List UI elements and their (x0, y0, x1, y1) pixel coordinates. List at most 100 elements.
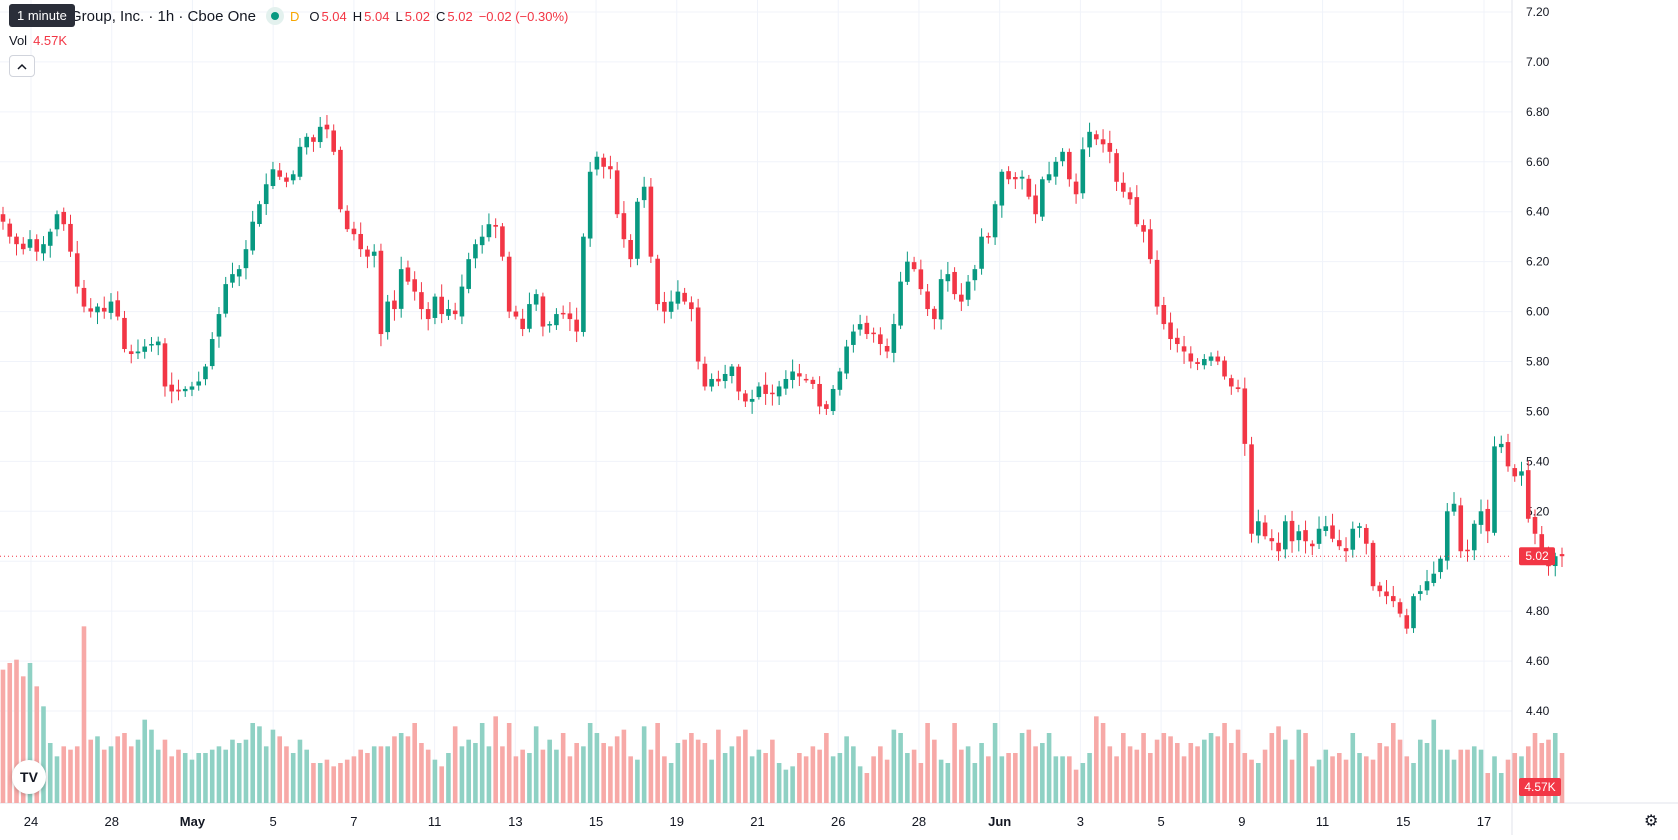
volume-bar (1073, 769, 1079, 803)
candle-body (668, 301, 674, 312)
volume-bar (47, 743, 53, 803)
candle-body (1134, 197, 1140, 225)
candle-body (1424, 581, 1430, 591)
volume-bar (682, 739, 687, 803)
volume-bar (1154, 739, 1160, 803)
candle-body (1161, 305, 1167, 325)
volume-bar (439, 766, 444, 803)
volume-bar (392, 736, 397, 803)
time-axis-label: 26 (831, 814, 845, 829)
candle-body (344, 210, 350, 230)
volume-bar (635, 759, 640, 803)
volume-label[interactable]: Vol (9, 33, 28, 48)
volume-bar (1235, 729, 1241, 803)
volume-bar (803, 756, 809, 803)
candle-body (1046, 174, 1052, 181)
volume-bar (311, 763, 316, 803)
settings-gear-icon[interactable]: ⚙ (1644, 813, 1659, 830)
candle-body (459, 286, 465, 317)
dividend-flag[interactable]: D (289, 8, 300, 24)
volume-bar (1046, 733, 1052, 803)
high-label: H (352, 8, 363, 24)
candle-body (1451, 503, 1457, 512)
last-price-tag (1519, 547, 1555, 566)
candle-body (1269, 538, 1275, 542)
candle-body (608, 166, 613, 170)
volume-bar (149, 729, 154, 803)
candle-body (540, 296, 546, 327)
candle-body (371, 251, 377, 256)
volume-bar (128, 746, 134, 803)
close-label: C (436, 8, 446, 24)
volume-bar (135, 739, 141, 803)
volume-bar (297, 739, 303, 803)
candle-body (1013, 177, 1018, 180)
candle-body (61, 211, 67, 225)
volume-bar (1546, 739, 1551, 803)
candle-body (1107, 142, 1113, 152)
candle-body (1384, 591, 1389, 597)
candle-body (844, 346, 849, 374)
candle-body (95, 306, 100, 313)
volume-bar (1229, 743, 1234, 803)
volume-bar (749, 756, 755, 803)
volume-bar (1384, 746, 1389, 803)
candle-body (817, 383, 822, 407)
open-label: O (309, 8, 320, 24)
candle-body (27, 239, 33, 248)
candle-body (1168, 322, 1173, 340)
volume-bar (1013, 753, 1018, 803)
candle-body (277, 170, 283, 177)
volume-legend: Vol 4.57K (9, 33, 67, 48)
candle-body (1289, 520, 1295, 542)
close-value: 5.02 (447, 8, 473, 24)
volume-bar (1019, 733, 1025, 803)
tradingview-logo[interactable]: TV (12, 760, 46, 794)
candle-body (830, 388, 836, 412)
volume-bar (101, 749, 107, 803)
volume-bar (169, 756, 175, 803)
volume-bar (1067, 756, 1072, 803)
time-axis-label: 28 (104, 814, 118, 829)
volume-bar (270, 729, 276, 803)
volume-bar (1525, 746, 1531, 803)
candle-body (1053, 161, 1059, 177)
volume-bar (824, 733, 829, 803)
candle-body (905, 261, 910, 282)
candle-body (695, 307, 701, 362)
candle-body (797, 373, 802, 377)
volume-bar (1465, 749, 1470, 803)
volume-bar (776, 763, 782, 803)
candle-body (689, 302, 694, 310)
volume-bar (1512, 753, 1518, 803)
symbol-title[interactable]: Group, Inc. · 1h · Cboe One (70, 7, 256, 25)
candle-body (1114, 153, 1119, 182)
candle-body (122, 317, 127, 350)
candle-body (1505, 442, 1511, 467)
candle-body (810, 379, 816, 384)
candle-body (331, 130, 336, 152)
candle-body (938, 279, 944, 320)
volume-bar (182, 753, 188, 803)
volume-bar (1175, 743, 1180, 803)
volume-bar (243, 739, 249, 803)
collapse-legend-button[interactable] (9, 55, 35, 77)
volume-value: 4.57K (33, 33, 68, 48)
volume-bar (1363, 756, 1369, 803)
candle-body (432, 296, 438, 318)
volume-bar (115, 736, 121, 803)
candle-body (1235, 387, 1241, 389)
volume-bar (1242, 753, 1248, 803)
candle-body (14, 236, 19, 245)
candle-body (446, 309, 451, 316)
volume-bar (378, 746, 384, 803)
volume-bar (385, 746, 390, 803)
market-status-icon[interactable] (265, 7, 284, 25)
candle-body (709, 378, 714, 387)
price-axis-label: 7.00 (1526, 55, 1550, 69)
candle-body (1006, 171, 1011, 180)
volume-bar (581, 746, 586, 803)
candle-body (871, 332, 876, 335)
